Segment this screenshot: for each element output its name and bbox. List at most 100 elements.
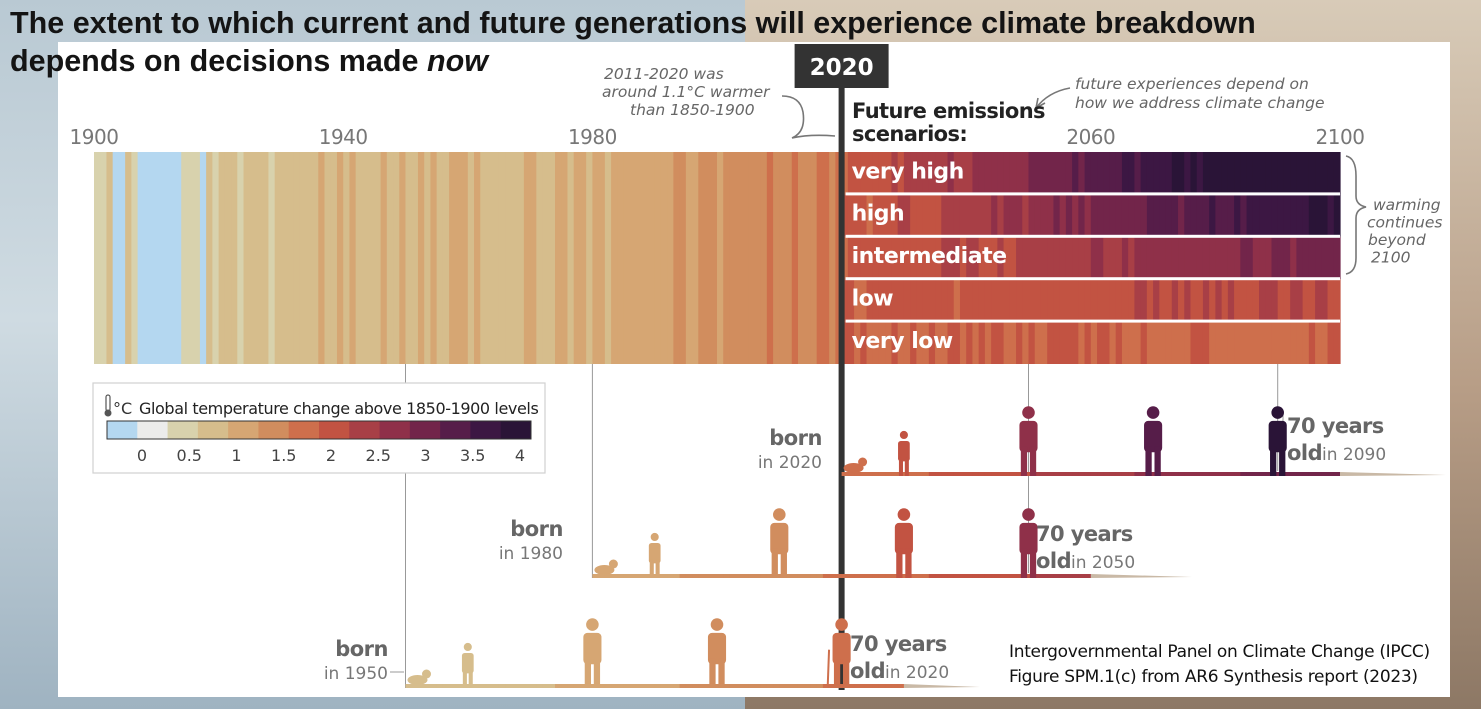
stripe-low-2086 xyxy=(1252,279,1260,322)
person-head xyxy=(1271,406,1284,419)
stripe-high-2073 xyxy=(1171,194,1179,237)
timeline-strip xyxy=(1065,574,1073,578)
person-head xyxy=(773,508,786,521)
stripe-low-2059 xyxy=(1084,279,1092,322)
timeline-strip xyxy=(598,574,606,578)
stripe-1961 xyxy=(474,152,481,364)
stripe-high-2071 xyxy=(1159,194,1167,237)
person-leg xyxy=(896,548,903,578)
timeline-strip xyxy=(735,684,743,688)
timeline-strip xyxy=(704,684,712,688)
stripe-high-2052 xyxy=(1040,194,1048,237)
person-head xyxy=(899,430,908,440)
stripe-very-high-2030 xyxy=(903,152,911,195)
stripe-1922 xyxy=(231,152,238,364)
stripe-high-2098 xyxy=(1327,194,1335,237)
stripe-1906 xyxy=(131,152,139,364)
person-leg xyxy=(904,457,909,476)
stripe-very-high-2024 xyxy=(866,152,874,195)
person-torso xyxy=(1144,420,1163,453)
timeline-strip xyxy=(760,574,768,578)
stripe-1982 xyxy=(604,152,612,364)
stripe-intermediate-2054 xyxy=(1053,236,1061,280)
timeline-strip xyxy=(891,574,899,578)
beyond-annotation-line: beyond xyxy=(1368,231,1426,249)
stripe-1963 xyxy=(486,152,494,364)
timeline-strip xyxy=(935,574,942,578)
year-tick-label: 1900 xyxy=(70,125,119,149)
timeline-strip xyxy=(1059,574,1067,578)
stripe-very-low-2088 xyxy=(1265,321,1273,364)
stripe-intermediate-2067 xyxy=(1134,236,1142,280)
stripe-high-2024 xyxy=(866,194,874,237)
stripe-2018 xyxy=(829,152,836,364)
legend-tick-label: 1 xyxy=(231,446,241,465)
legend-swatch xyxy=(258,421,290,439)
stripe-intermediate-2090 xyxy=(1277,236,1285,280)
stripe-1940 xyxy=(343,152,351,364)
stripe-low-2057 xyxy=(1072,279,1079,322)
stripe-1945 xyxy=(374,152,382,364)
stripe-intermediate-2073 xyxy=(1171,236,1179,280)
stripe-low-2094 xyxy=(1302,279,1310,322)
stripe-very-high-2059 xyxy=(1084,152,1092,195)
timeline-strip xyxy=(573,684,581,688)
stripe-1910 xyxy=(156,152,164,364)
baby-body xyxy=(594,565,615,575)
beyond-annotation-line: continues xyxy=(1367,214,1442,232)
scenarios-title-line: Future emissions xyxy=(852,99,1045,123)
timeline-strip xyxy=(642,574,650,578)
stripe-low-2042 xyxy=(978,279,986,322)
stripe-low-2085 xyxy=(1246,279,1254,322)
timeline-strip xyxy=(1308,472,1316,476)
person-icon xyxy=(461,642,474,688)
stripe-1909 xyxy=(150,152,157,364)
stripe-low-2052 xyxy=(1040,279,1048,322)
stripe-1904 xyxy=(118,152,126,364)
stripe-very-high-2046 xyxy=(1003,152,1011,195)
timeline-strip xyxy=(492,684,500,688)
stripe-very-low-2041 xyxy=(972,321,980,364)
stripe-intermediate-2097 xyxy=(1321,236,1329,280)
stripe-1990 xyxy=(654,152,662,364)
timeline-strip xyxy=(810,574,818,578)
stripe-1953 xyxy=(424,152,432,364)
stripe-very-high-2021 xyxy=(847,152,855,195)
stripe-intermediate-2096 xyxy=(1315,236,1322,280)
stripe-intermediate-2087 xyxy=(1259,236,1266,280)
stripe-1927 xyxy=(262,152,270,364)
person-head xyxy=(1146,406,1160,419)
timeline-strip xyxy=(766,684,774,688)
stripe-1937 xyxy=(324,152,332,364)
legend-swatch xyxy=(379,421,411,439)
timeline-strip xyxy=(928,574,936,578)
stripe-very-low-2045 xyxy=(997,321,1005,364)
stripe-very-low-2094 xyxy=(1302,321,1310,364)
timeline-strip xyxy=(854,684,861,688)
stripe-very-high-2067 xyxy=(1134,152,1142,195)
timeline-strip xyxy=(704,574,712,578)
born-label: born xyxy=(510,517,563,541)
legend-unit: °C xyxy=(113,399,132,418)
old-label: old xyxy=(1036,549,1071,573)
timeline-strip xyxy=(629,684,637,688)
stripe-very-low-2048 xyxy=(1016,321,1023,364)
stripe-very-low-2035 xyxy=(935,321,942,364)
person-torso xyxy=(1268,420,1287,453)
stripe-high-2097 xyxy=(1321,194,1329,237)
timeline-strip xyxy=(741,574,749,578)
stripe-very-low-2029 xyxy=(897,321,905,364)
stripe-high-2063 xyxy=(1109,194,1117,237)
stripe-very-high-2060 xyxy=(1090,152,1098,195)
stripe-very-low-2096 xyxy=(1315,321,1322,364)
stripe-intermediate-2066 xyxy=(1128,236,1136,280)
timeline-strip xyxy=(1009,472,1017,476)
stripe-high-2080 xyxy=(1215,194,1223,237)
timeline-strip xyxy=(760,684,768,688)
stripe-intermediate-2077 xyxy=(1196,236,1204,280)
timeline-strip xyxy=(1290,472,1297,476)
figure-panel xyxy=(58,42,1450,697)
stripe-very-low-2076 xyxy=(1190,321,1198,364)
stripe-high-2093 xyxy=(1296,194,1304,237)
